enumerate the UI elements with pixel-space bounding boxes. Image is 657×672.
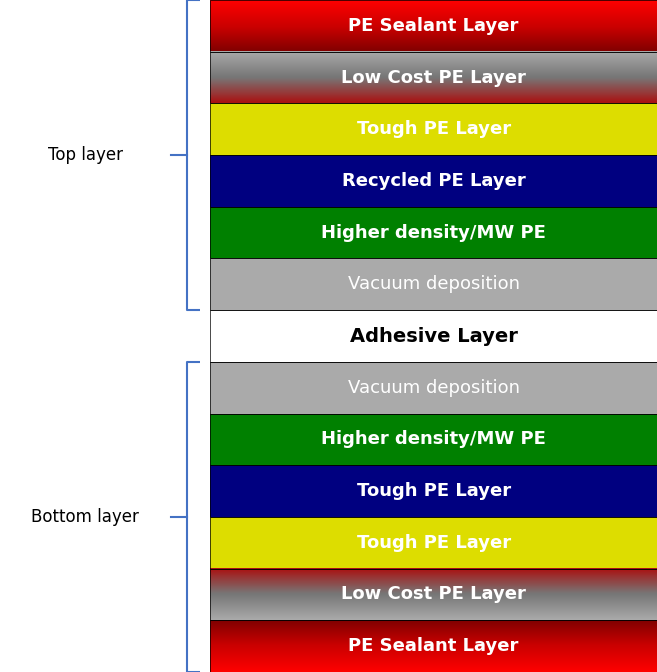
Bar <box>210 310 657 362</box>
Bar <box>210 465 657 517</box>
Text: Tough PE Layer: Tough PE Layer <box>357 120 510 138</box>
Bar <box>210 207 657 259</box>
Bar <box>210 155 657 207</box>
Bar <box>210 413 657 465</box>
Text: Vacuum deposition: Vacuum deposition <box>348 276 520 293</box>
Bar <box>210 620 657 672</box>
Bar <box>210 465 657 517</box>
Text: Low Cost PE Layer: Low Cost PE Layer <box>341 585 526 603</box>
Bar <box>210 207 657 259</box>
Bar <box>210 155 657 207</box>
Text: Bottom layer: Bottom layer <box>32 508 139 526</box>
Text: Vacuum deposition: Vacuum deposition <box>348 379 520 396</box>
Text: Higher density/MW PE: Higher density/MW PE <box>321 224 546 242</box>
Text: Adhesive Layer: Adhesive Layer <box>350 327 518 345</box>
Bar <box>210 362 657 413</box>
Text: Tough PE Layer: Tough PE Layer <box>357 534 510 552</box>
Bar <box>210 517 657 569</box>
Bar <box>210 517 657 569</box>
Text: Top layer: Top layer <box>48 146 123 164</box>
Bar <box>210 0 657 52</box>
Bar <box>210 569 657 620</box>
Bar <box>210 52 657 103</box>
Text: Low Cost PE Layer: Low Cost PE Layer <box>341 69 526 87</box>
Text: PE Sealant Layer: PE Sealant Layer <box>348 637 519 655</box>
Bar <box>210 413 657 465</box>
Bar <box>210 103 657 155</box>
Bar <box>210 103 657 155</box>
Text: Higher density/MW PE: Higher density/MW PE <box>321 430 546 448</box>
Text: Recycled PE Layer: Recycled PE Layer <box>342 172 526 190</box>
Bar <box>210 362 657 413</box>
Text: PE Sealant Layer: PE Sealant Layer <box>348 17 519 35</box>
Bar <box>210 259 657 310</box>
Bar <box>210 310 657 362</box>
Bar <box>210 259 657 310</box>
Text: Tough PE Layer: Tough PE Layer <box>357 482 510 500</box>
